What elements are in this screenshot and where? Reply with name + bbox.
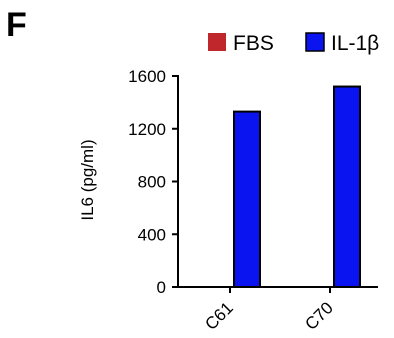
bars (233, 85, 361, 288)
legend-label: FBS (233, 32, 274, 55)
legend: FBS IL-1β (208, 32, 379, 55)
y-tick-label: 800 (138, 173, 166, 192)
x-tick-label: C61 (201, 298, 236, 333)
legend-swatch-1 (305, 32, 325, 52)
y-tick-label: 1600 (128, 67, 166, 86)
y-tick-label: 1200 (128, 120, 166, 139)
bar-il1-c61 (233, 110, 261, 288)
x-tick-label: C70 (301, 298, 336, 333)
y-tick-label: 0 (157, 278, 166, 297)
y-axis-label: IL6 (pg/ml) (78, 139, 97, 220)
legend-label: IL-1β (331, 32, 379, 55)
ticks: 0 400 800 1200 1600 C61 C70 (128, 67, 337, 334)
panel-label: F (6, 6, 27, 44)
y-tick-label: 400 (138, 225, 166, 244)
bar-il1-c70 (333, 85, 361, 288)
legend-swatch-0 (208, 33, 226, 51)
